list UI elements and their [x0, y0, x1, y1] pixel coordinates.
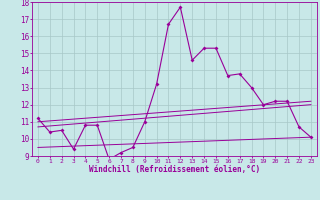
X-axis label: Windchill (Refroidissement éolien,°C): Windchill (Refroidissement éolien,°C) [89, 165, 260, 174]
